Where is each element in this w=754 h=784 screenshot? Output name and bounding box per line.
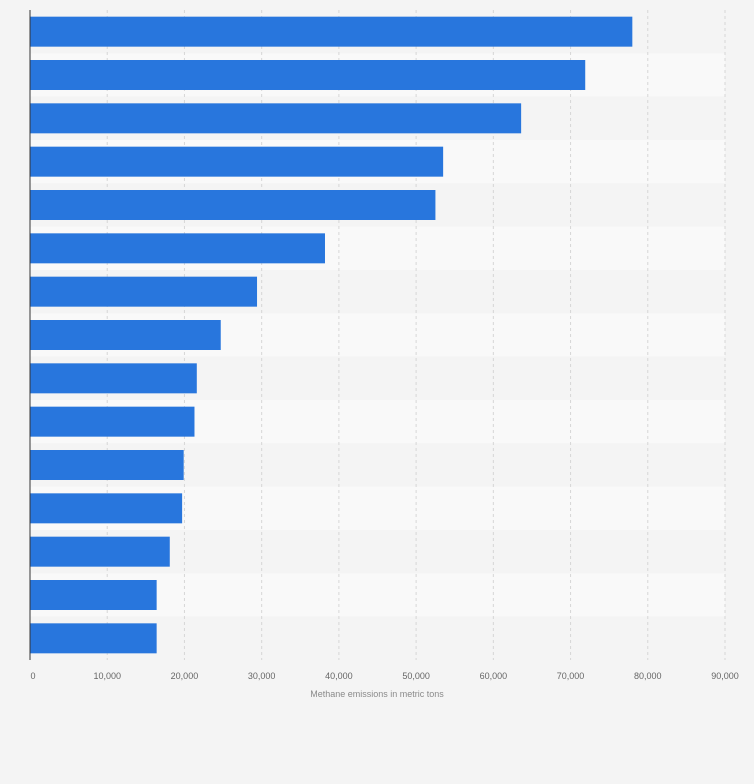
bar[interactable] [30,16,633,47]
x-tick-label: 70,000 [557,671,585,681]
bar[interactable] [30,190,436,220]
bar[interactable] [30,406,195,437]
x-tick-label: 20,000 [171,671,199,681]
x-tick-label: 50,000 [402,671,430,681]
x-tick-label: 60,000 [480,671,508,681]
bar[interactable] [30,146,444,177]
x-tick-label: 10,000 [93,671,121,681]
bar[interactable] [30,580,157,610]
bar[interactable] [30,233,325,264]
bar[interactable] [30,363,197,394]
x-tick-label: 30,000 [248,671,276,681]
bar[interactable] [30,276,258,307]
bar[interactable] [30,103,522,134]
x-tick-label: 90,000 [711,671,739,681]
bar[interactable] [30,450,184,480]
bars [30,16,633,654]
bar[interactable] [30,60,586,90]
bar[interactable] [30,493,183,524]
bar[interactable] [30,623,157,654]
bar[interactable] [30,536,170,567]
x-axis-title: Methane emissions in metric tons [310,689,444,699]
bar[interactable] [30,320,221,350]
x-tick-label: 80,000 [634,671,662,681]
x-tick-labels: 0 10,000 20,000 30,000 40,000 50,000 60,000 70,… [30,671,738,681]
x-tick-label: 0 [30,671,35,681]
x-tick-label: 40,000 [325,671,353,681]
